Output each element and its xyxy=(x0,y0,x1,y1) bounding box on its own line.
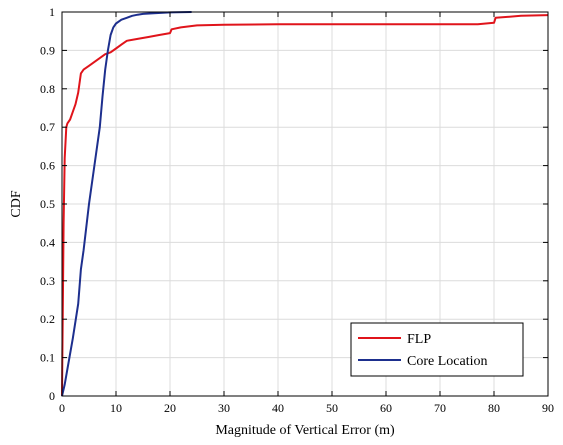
x-tick-label: 30 xyxy=(218,401,230,415)
y-tick-label: 0.2 xyxy=(40,312,55,326)
x-tick-label: 0 xyxy=(59,401,65,415)
series-line-0 xyxy=(61,14,549,397)
series-line-1 xyxy=(61,11,192,397)
series-lines xyxy=(61,11,549,397)
x-tick-label: 70 xyxy=(434,401,446,415)
x-tick-label: 80 xyxy=(488,401,500,415)
x-axis-label: Magnitude of Vertical Error (m) xyxy=(215,423,395,438)
y-tick-label: 1 xyxy=(49,5,55,19)
y-tick-label: 0.6 xyxy=(40,159,55,173)
legend-box xyxy=(350,322,524,377)
y-tick-label: 0.5 xyxy=(40,197,55,211)
x-tick-label: 90 xyxy=(542,401,554,415)
axis-ticks: 0 10 20 30 40 50 60 70 80 90 0 0.1 0.2 0.3 0.4 0.5 0.6 0.… xyxy=(40,5,554,415)
x-tick-label: 60 xyxy=(380,401,392,415)
legend: FLP Core Location xyxy=(350,322,524,377)
legend-label: Core Location xyxy=(407,354,487,369)
legend-label: FLP xyxy=(407,332,431,347)
y-axis-label: CDF xyxy=(9,190,24,217)
y-tick-label: 0.8 xyxy=(40,82,55,96)
x-tick-label: 20 xyxy=(164,401,176,415)
y-tick-label: 0.1 xyxy=(40,351,55,365)
y-tick-label: 0.3 xyxy=(40,274,55,288)
x-tick-label: 50 xyxy=(326,401,338,415)
y-tick-label: 0.7 xyxy=(40,120,55,134)
x-tick-label: 10 xyxy=(110,401,122,415)
y-tick-label: 0.9 xyxy=(40,43,55,57)
y-tick-label: 0.4 xyxy=(40,235,55,249)
y-tick-label: 0 xyxy=(49,389,55,403)
x-tick-label: 40 xyxy=(272,401,284,415)
